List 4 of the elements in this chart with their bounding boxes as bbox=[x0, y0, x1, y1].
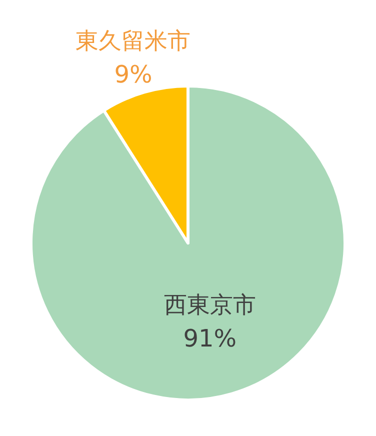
data-label: 91% bbox=[183, 324, 237, 352]
slice-label: 東久留米市 bbox=[76, 28, 191, 55]
data-label: 9% bbox=[114, 60, 152, 89]
slice-label: 西東京市 bbox=[164, 292, 256, 318]
